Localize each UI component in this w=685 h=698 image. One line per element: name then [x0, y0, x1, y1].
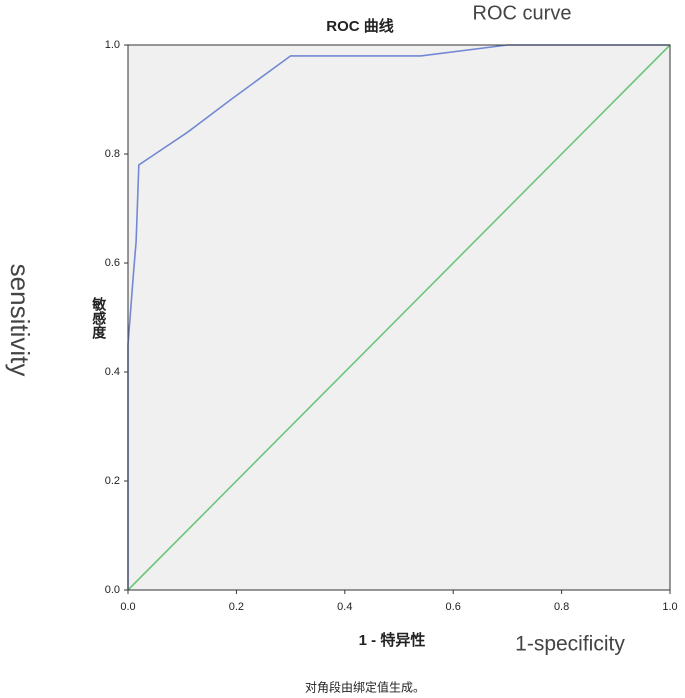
annotation: 1-specificity — [515, 633, 625, 656]
chart-title: ROC 曲线 — [326, 17, 394, 35]
series-line — [127, 44, 671, 591]
x-tick-label: 1.0 — [662, 601, 677, 613]
y-tick-label: 0.6 — [105, 257, 120, 269]
y-tick-label: 0.4 — [105, 366, 120, 378]
x-tick-label: 0.2 — [229, 601, 244, 613]
y-tick-label: 0.2 — [105, 475, 120, 487]
annotation: sensitivity — [5, 264, 35, 377]
plot-border — [127, 44, 671, 591]
y-tick-label: 1.0 — [105, 39, 120, 51]
y-tick-label: 0.8 — [105, 148, 120, 160]
x-tick-label: 0.8 — [554, 601, 569, 613]
x-axis-label: 1 - 特异性 — [359, 631, 426, 649]
footnote: 对角段由绑定值生成。 — [305, 680, 425, 695]
x-tick-label: 0.0 — [120, 601, 135, 613]
x-tick-label: 0.4 — [337, 601, 352, 613]
annotation: ROC curve — [473, 2, 572, 24]
series-line — [127, 44, 670, 590]
y-tick-label: 0.0 — [105, 584, 120, 596]
y-axis-label: 敏感度 — [91, 296, 107, 340]
x-tick-label: 0.6 — [446, 601, 461, 613]
